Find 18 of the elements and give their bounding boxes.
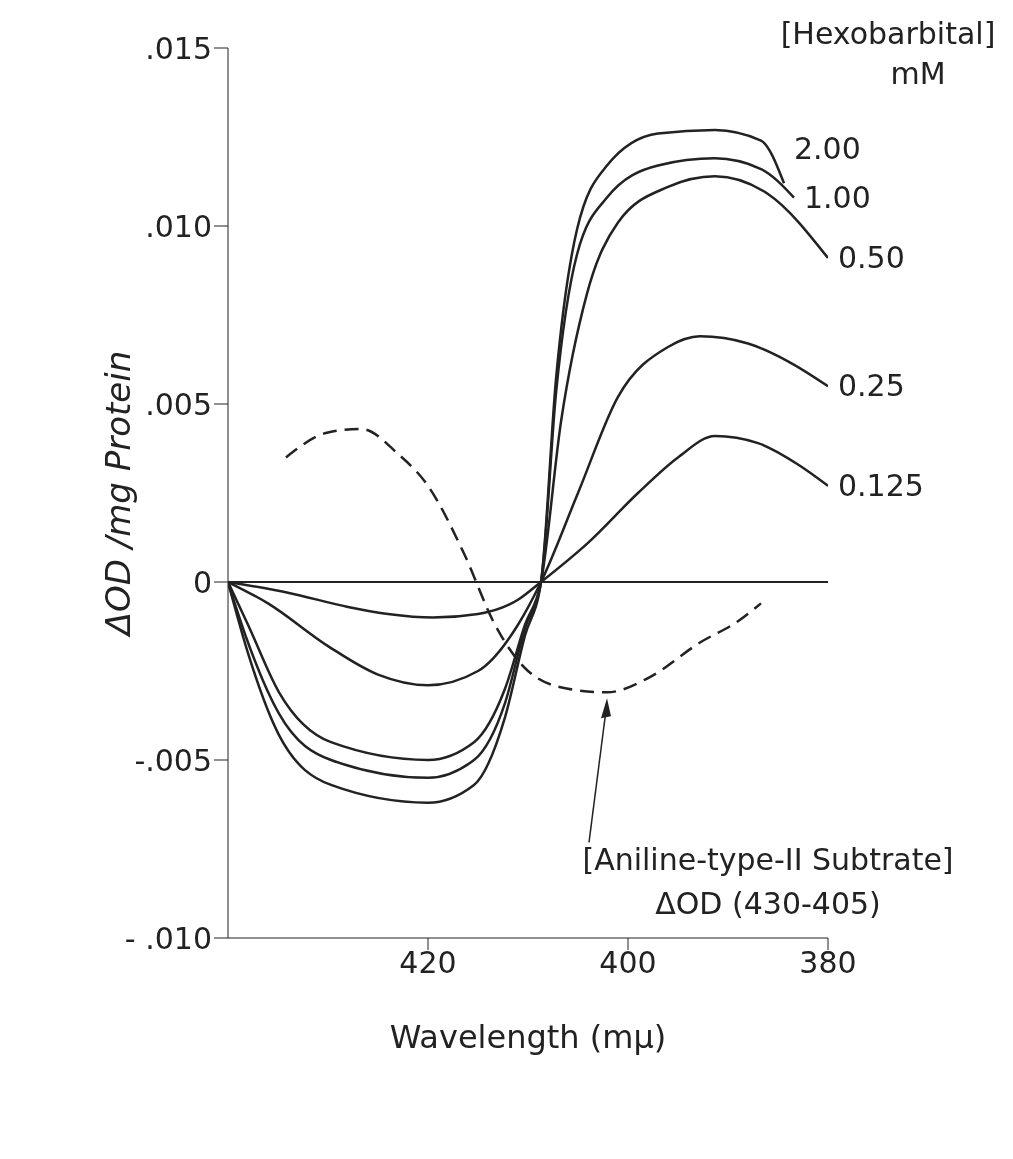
x-tick-label: 380 <box>799 945 857 981</box>
x-axis-title: Wavelength (mμ) <box>389 1018 667 1056</box>
y-tick-label: .005 <box>145 386 212 422</box>
annotation: [Aniline-type-II Subtrate] ΔOD (430-405) <box>581 841 955 923</box>
y-tick-label: 0 <box>192 564 212 600</box>
y-tick-label: .015 <box>145 30 212 66</box>
legend-title: [Hexobarbital] mM <box>779 15 997 93</box>
x-tick-label: 420 <box>399 945 457 981</box>
series-label: 2.00 <box>794 131 861 167</box>
x-tick-label: 400 <box>599 945 657 981</box>
y-tick-label: .010 <box>145 208 212 244</box>
series-label: 1.00 <box>804 179 871 215</box>
series-label: 0.50 <box>838 240 905 276</box>
y-axis-title: ΔOD /mg Protein <box>98 350 139 639</box>
series-label: 0.25 <box>838 368 905 404</box>
y-tick-label: -.005 <box>134 742 212 778</box>
series-label: 0.125 <box>838 467 924 503</box>
y-tick-label: - .010 <box>124 920 212 956</box>
